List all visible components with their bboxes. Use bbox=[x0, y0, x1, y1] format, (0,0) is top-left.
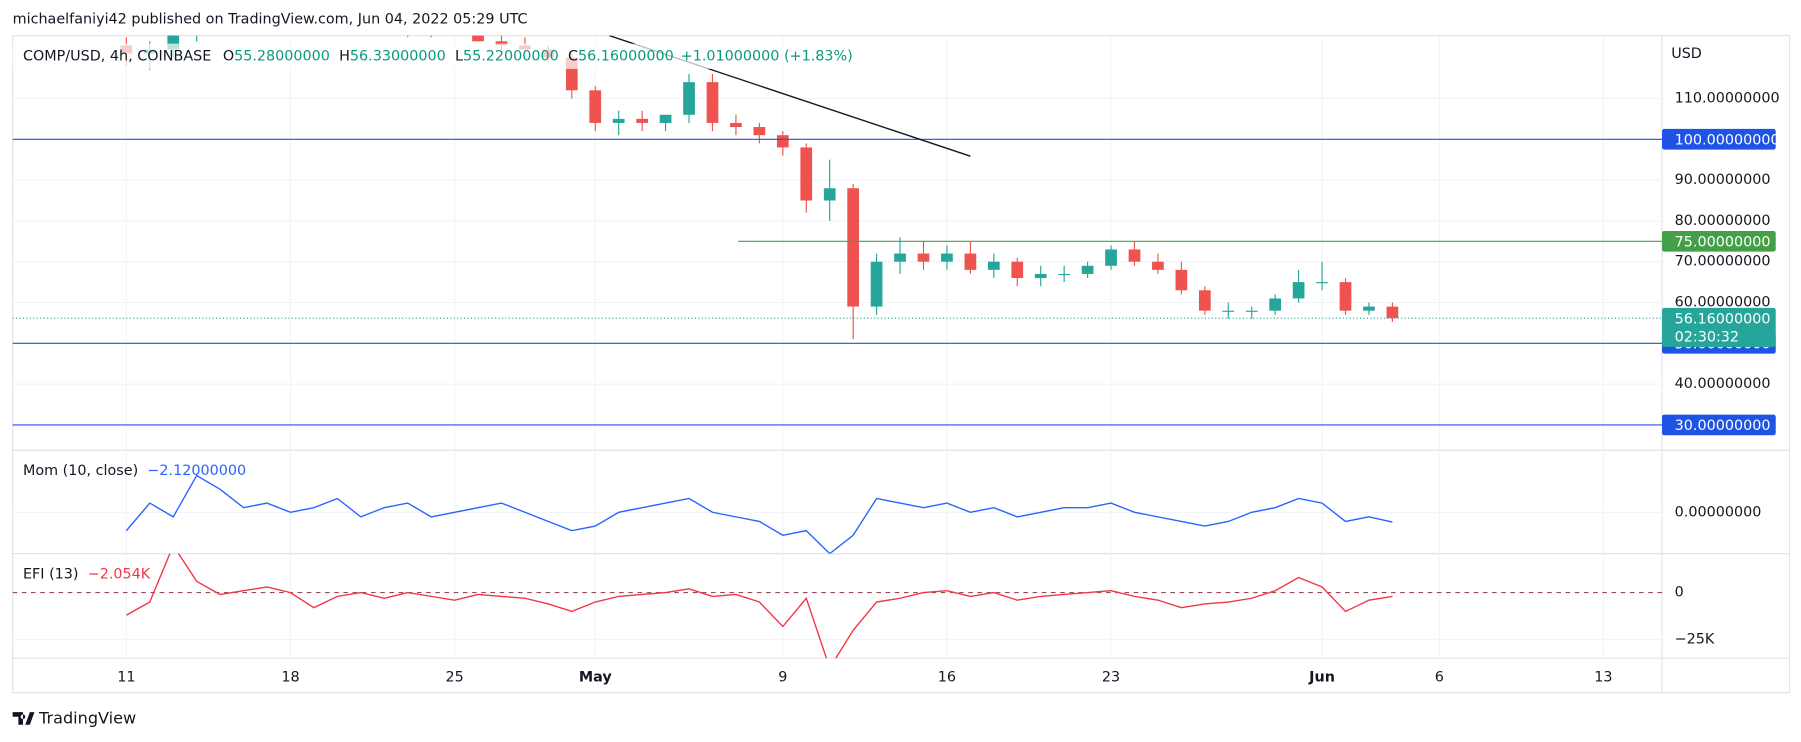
level-label: 30.00000000 bbox=[1675, 418, 1771, 434]
x-tick-label: 11 bbox=[117, 670, 135, 686]
last-price-badge bbox=[1662, 307, 1776, 347]
candle-body bbox=[1152, 261, 1164, 270]
y-tick-label: 40.00000000 bbox=[1675, 376, 1771, 392]
candle-body bbox=[1034, 273, 1047, 279]
indicator-name: EFI (13) bbox=[23, 566, 79, 582]
candle-body bbox=[565, 57, 578, 91]
ohlc-key: C bbox=[568, 48, 578, 64]
level-badge bbox=[1662, 230, 1776, 252]
x-tick-label: Jun bbox=[1308, 670, 1335, 686]
mom-legend: Mom (10, close) −2.12000000 bbox=[23, 463, 246, 479]
candle-body bbox=[1105, 249, 1117, 266]
candle-body bbox=[636, 118, 649, 123]
indicator-value: −2.12000000 bbox=[147, 463, 246, 479]
candle-body bbox=[1316, 282, 1328, 284]
grid bbox=[12, 35, 1663, 659]
x-tick-label: 6 bbox=[1435, 670, 1444, 686]
candle-body bbox=[823, 188, 836, 201]
candle-body bbox=[167, 35, 180, 50]
candle-body bbox=[1058, 273, 1071, 276]
candle-body bbox=[753, 127, 766, 136]
candle-body bbox=[1339, 282, 1352, 311]
ohlc-value: 55.22000000 bbox=[463, 48, 559, 64]
candle-body bbox=[870, 261, 883, 307]
countdown: 02:30:32 bbox=[1675, 330, 1739, 346]
candle-body bbox=[1175, 269, 1188, 291]
unit-label: USD bbox=[1671, 46, 1702, 62]
candle-body bbox=[964, 253, 977, 270]
header-title: michaelfaniyi42 published on TradingView… bbox=[13, 12, 528, 28]
x-tick-label: 16 bbox=[938, 670, 956, 686]
level-label: 100.00000000 bbox=[1675, 132, 1780, 148]
ohlc-value: 55.28000000 bbox=[234, 48, 330, 64]
candle-body bbox=[1245, 310, 1258, 312]
y-tick-label: 80.00000000 bbox=[1675, 213, 1771, 229]
candle-body bbox=[495, 41, 508, 46]
ohlc-value: 56.16000000 bbox=[578, 48, 674, 64]
legend: COMP/USD, 4h, COINBASE O55.28000000 H56.33… bbox=[23, 48, 853, 64]
candle-body bbox=[730, 122, 742, 128]
x-tick-label: 9 bbox=[778, 670, 787, 686]
candle-body bbox=[472, 35, 484, 42]
candle-body bbox=[1363, 306, 1375, 311]
x-tick-label: 18 bbox=[281, 670, 299, 686]
candle-body bbox=[917, 253, 930, 262]
ohlc-value: 56.33000000 bbox=[350, 48, 446, 64]
axes: 11 18 25 May 9 16 23 Jun 6 13 40.00000000 60.000000… bbox=[117, 90, 1779, 685]
y-tick-label: 90.00000000 bbox=[1675, 172, 1771, 188]
y-tick-label: −25K bbox=[1675, 632, 1715, 648]
candle-body bbox=[612, 118, 625, 123]
candle-body bbox=[1222, 310, 1235, 312]
candle-body bbox=[776, 135, 789, 148]
candle-body bbox=[683, 82, 695, 115]
ohlc-key: H bbox=[339, 48, 350, 64]
efi-pane bbox=[12, 553, 1663, 659]
candle-body bbox=[1081, 265, 1094, 274]
symbol: COMP/USD, 4h, COINBASE bbox=[23, 48, 211, 64]
candle-body bbox=[987, 261, 1000, 270]
candle-body bbox=[847, 188, 860, 307]
indicator-line bbox=[126, 553, 1393, 659]
y-tick-label: 60.00000000 bbox=[1675, 295, 1771, 311]
change: +1.01000000 (+1.83%) bbox=[681, 48, 853, 64]
logo-icon bbox=[12, 712, 35, 725]
mom-pane bbox=[125, 474, 1393, 554]
candle-body bbox=[706, 82, 719, 123]
indicator-line bbox=[125, 474, 1393, 554]
level-label: 75.00000000 bbox=[1675, 234, 1771, 250]
candle-body bbox=[894, 253, 906, 262]
ohlc-key: L bbox=[455, 48, 463, 64]
level-badge bbox=[1662, 128, 1776, 150]
candle-body bbox=[1011, 261, 1024, 279]
candle-body bbox=[941, 253, 953, 262]
footer-brand: TradingView bbox=[38, 709, 136, 728]
tradingview-logo: TradingView bbox=[12, 709, 136, 728]
legend-bg bbox=[12, 43, 817, 69]
candle-body bbox=[1292, 282, 1305, 299]
candle-body bbox=[1128, 249, 1141, 262]
efi-legend: EFI (13) −2.054K bbox=[23, 566, 151, 582]
indicator-name: Mom (10, close) bbox=[23, 463, 138, 479]
candle-body bbox=[589, 90, 602, 123]
y-tick-label: 110.00000000 bbox=[1675, 90, 1780, 106]
candle-body bbox=[1386, 306, 1399, 319]
last-price-label: 56.16000000 bbox=[1675, 311, 1771, 327]
ohlc-key: O bbox=[223, 48, 234, 64]
candle-body bbox=[659, 114, 672, 123]
x-tick-label: 13 bbox=[1594, 670, 1612, 686]
candle-body bbox=[1269, 298, 1282, 311]
y-tick-label: 0.00000000 bbox=[1675, 504, 1762, 520]
candle-body bbox=[800, 147, 813, 201]
x-tick-label: 23 bbox=[1102, 670, 1120, 686]
x-tick-label: 25 bbox=[445, 670, 463, 686]
x-tick-label: May bbox=[579, 670, 613, 686]
frame bbox=[12, 35, 1791, 694]
candle-body bbox=[1198, 290, 1211, 311]
indicator-value: −2.054K bbox=[88, 566, 151, 582]
level-badge bbox=[1662, 414, 1776, 436]
y-tick-label: 0 bbox=[1675, 585, 1684, 601]
y-tick-label: 70.00000000 bbox=[1675, 254, 1771, 270]
